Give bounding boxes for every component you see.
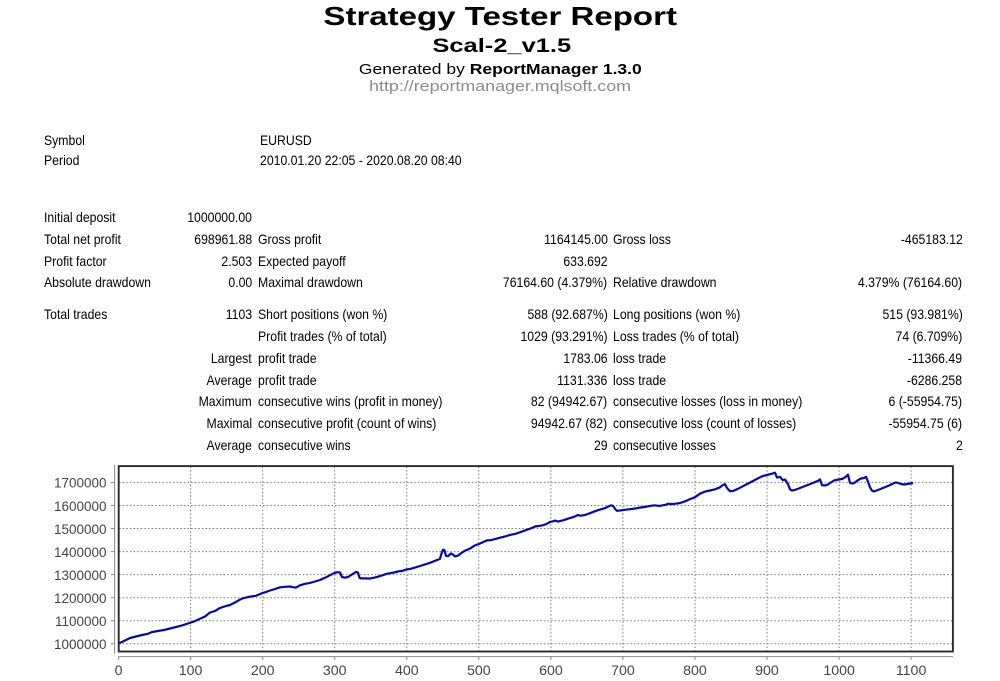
- svg-text:600: 600: [539, 663, 563, 679]
- svg-text:1000: 1000: [823, 663, 855, 679]
- svg-text:400: 400: [395, 663, 419, 679]
- svg-text:1600000: 1600000: [54, 499, 107, 514]
- svg-text:1100000: 1100000: [55, 614, 107, 629]
- svg-text:200: 200: [251, 663, 275, 679]
- svg-text:1500000: 1500000: [54, 522, 107, 537]
- svg-text:1700000: 1700000: [54, 476, 107, 491]
- svg-text:1000000: 1000000: [54, 637, 107, 652]
- svg-text:800: 800: [683, 663, 707, 679]
- svg-text:1200000: 1200000: [54, 591, 107, 606]
- svg-text:1300000: 1300000: [54, 568, 107, 583]
- svg-text:900: 900: [755, 663, 779, 679]
- svg-text:500: 500: [467, 663, 491, 679]
- svg-text:1400000: 1400000: [54, 545, 107, 560]
- svg-text:0: 0: [115, 663, 123, 679]
- svg-text:1100: 1100: [896, 663, 927, 679]
- svg-text:700: 700: [611, 663, 635, 679]
- svg-text:100: 100: [179, 663, 203, 679]
- svg-text:300: 300: [323, 663, 347, 679]
